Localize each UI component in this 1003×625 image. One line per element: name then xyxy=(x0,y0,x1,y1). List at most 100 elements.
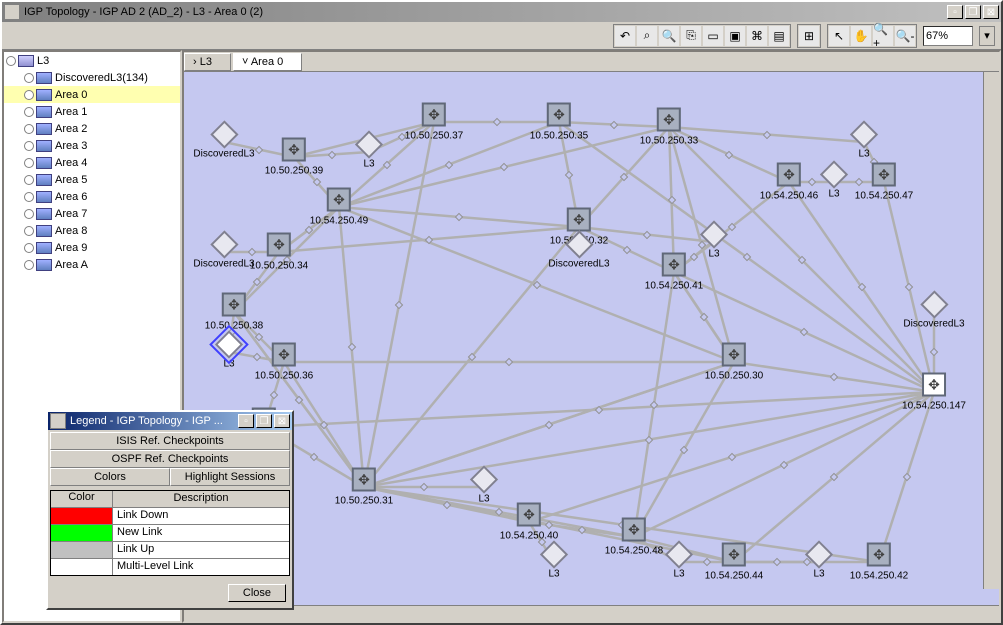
router-node[interactable]: 10.50.250.34 xyxy=(250,233,308,272)
router-icon[interactable] xyxy=(222,293,246,317)
router-icon[interactable] xyxy=(867,543,891,567)
router-node[interactable]: 10.54.250.48 xyxy=(605,518,663,557)
toolbar-button[interactable]: ▣ xyxy=(724,25,746,47)
router-node[interactable]: 10.54.250.46 xyxy=(760,163,818,202)
router-icon[interactable] xyxy=(352,468,376,492)
zoom-dropdown[interactable]: ▾ xyxy=(979,26,995,46)
router-node[interactable]: 10.50.250.38 xyxy=(205,293,263,332)
diamond-icon[interactable] xyxy=(850,120,878,148)
router-node[interactable]: 10.50.250.36 xyxy=(255,343,313,382)
network-node[interactable]: L3 xyxy=(669,545,689,580)
legend-close-button[interactable]: Close xyxy=(228,584,286,602)
toolbar-button[interactable]: ↶ xyxy=(614,25,636,47)
router-icon[interactable] xyxy=(517,503,541,527)
router-icon[interactable] xyxy=(777,163,801,187)
tree-item[interactable]: DiscoveredL3(134) xyxy=(4,69,180,86)
breadcrumb-item[interactable]: ˅ Area 0 xyxy=(233,53,302,71)
network-node[interactable]: L3 xyxy=(809,545,829,580)
router-icon[interactable] xyxy=(722,343,746,367)
network-node[interactable]: L3 xyxy=(704,225,724,260)
legend-max-icon[interactable]: ❐ xyxy=(256,414,272,428)
diamond-icon[interactable] xyxy=(210,120,238,148)
router-node[interactable]: 10.54.250.41 xyxy=(645,253,703,292)
diamond-icon[interactable] xyxy=(215,330,243,358)
toolbar-button[interactable]: 🔍 xyxy=(658,25,680,47)
diamond-icon[interactable] xyxy=(665,540,693,568)
network-node[interactable]: DiscoveredL3 xyxy=(193,125,254,160)
router-node[interactable]: 10.50.250.39 xyxy=(265,138,323,177)
tab-isis[interactable]: ISIS Ref. Checkpoints xyxy=(50,432,290,450)
tree-item[interactable]: Area 5 xyxy=(4,171,180,188)
network-node[interactable]: L3 xyxy=(824,165,844,200)
router-node[interactable]: 10.54.250.47 xyxy=(855,163,913,202)
tree-item[interactable]: Area A xyxy=(4,256,180,273)
toolbar-button[interactable]: 🔍- xyxy=(894,25,916,47)
toolbar-button[interactable]: ↖ xyxy=(828,25,850,47)
tab-colors[interactable]: Colors xyxy=(50,468,170,486)
router-icon[interactable] xyxy=(547,103,571,127)
network-node[interactable]: L3 xyxy=(474,470,494,505)
breadcrumb-item[interactable]: › L3 xyxy=(184,53,231,71)
router-icon[interactable] xyxy=(722,543,746,567)
tab-highlight[interactable]: Highlight Sessions xyxy=(170,468,290,486)
toolbar-button[interactable]: ⌘ xyxy=(746,25,768,47)
router-icon[interactable] xyxy=(422,103,446,127)
diamond-icon[interactable] xyxy=(355,130,383,158)
diamond-icon[interactable] xyxy=(565,230,593,258)
network-node[interactable]: DiscoveredL3 xyxy=(903,295,964,330)
tree-item[interactable]: Area 6 xyxy=(4,188,180,205)
router-icon[interactable] xyxy=(662,253,686,277)
router-node[interactable]: 10.50.250.33 xyxy=(640,108,698,147)
tree-item[interactable]: Area 1 xyxy=(4,103,180,120)
tree-item[interactable]: Area 9 xyxy=(4,239,180,256)
horizontal-scrollbar[interactable] xyxy=(184,605,999,621)
network-node[interactable]: L3 xyxy=(544,545,564,580)
router-icon[interactable] xyxy=(872,163,896,187)
toolbar-button[interactable]: 🔍+ xyxy=(872,25,894,47)
tab-ospf[interactable]: OSPF Ref. Checkpoints xyxy=(50,450,290,468)
tree-item[interactable]: Area 4 xyxy=(4,154,180,171)
tree-item[interactable]: Area 7 xyxy=(4,205,180,222)
tree-item[interactable]: Area 8 xyxy=(4,222,180,239)
toolbar-button[interactable]: ▭ xyxy=(702,25,724,47)
toolbar-button[interactable]: ✋ xyxy=(850,25,872,47)
router-node[interactable]: 10.50.250.35 xyxy=(530,103,588,142)
router-icon[interactable] xyxy=(282,138,306,162)
toolbar-button[interactable]: ⌕ xyxy=(636,25,658,47)
router-icon[interactable] xyxy=(327,188,351,212)
network-node[interactable]: DiscoveredL3 xyxy=(193,235,254,270)
router-node[interactable]: 10.54.250.147 xyxy=(902,373,966,412)
diamond-icon[interactable] xyxy=(540,540,568,568)
router-node[interactable]: 10.54.250.49 xyxy=(310,188,368,227)
network-node[interactable]: L3 xyxy=(219,335,239,370)
diamond-icon[interactable] xyxy=(820,160,848,188)
router-icon[interactable] xyxy=(922,373,946,397)
router-node[interactable]: 10.50.250.31 xyxy=(335,468,393,507)
tree-item[interactable]: Area 0 xyxy=(4,86,180,103)
router-node[interactable]: 10.54.250.44 xyxy=(705,543,763,582)
close-icon[interactable]: ⊠ xyxy=(983,5,999,19)
diamond-icon[interactable] xyxy=(210,230,238,258)
router-node[interactable]: 10.50.250.30 xyxy=(705,343,763,382)
router-icon[interactable] xyxy=(657,108,681,132)
maximize-icon[interactable]: ❐ xyxy=(965,5,981,19)
network-node[interactable]: L3 xyxy=(359,135,379,170)
router-node[interactable]: 10.50.250.37 xyxy=(405,103,463,142)
network-node[interactable]: DiscoveredL3 xyxy=(548,235,609,270)
router-icon[interactable] xyxy=(622,518,646,542)
toolbar-button[interactable]: ▤ xyxy=(768,25,790,47)
zoom-input[interactable] xyxy=(923,26,973,46)
diamond-icon[interactable] xyxy=(920,290,948,318)
diamond-icon[interactable] xyxy=(700,220,728,248)
topology-canvas[interactable]: DiscoveredL3 10.50.250.39 L3 10.50.250.37 10… xyxy=(184,72,999,605)
router-icon[interactable] xyxy=(272,343,296,367)
tree-item[interactable]: Area 3 xyxy=(4,137,180,154)
toolbar-button[interactable]: ⊞ xyxy=(798,25,820,47)
minimize-icon[interactable]: ▫ xyxy=(947,5,963,19)
vertical-scrollbar[interactable] xyxy=(983,72,999,589)
tree-root[interactable]: L3 xyxy=(4,52,180,69)
network-node[interactable]: L3 xyxy=(854,125,874,160)
router-icon[interactable] xyxy=(267,233,291,257)
router-icon[interactable] xyxy=(567,208,591,232)
toolbar-button[interactable]: ⎘ xyxy=(680,25,702,47)
